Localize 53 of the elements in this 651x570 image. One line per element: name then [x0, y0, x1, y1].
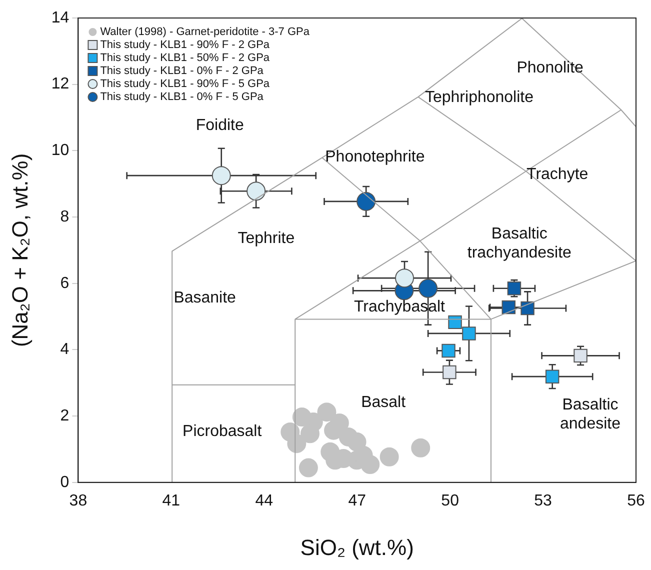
annotation: Phonolite	[516, 60, 584, 77]
annotation: Basaltic andesite	[560, 396, 621, 433]
legend-label: Walter (1998) - Garnet-peridotite - 3-7 GPa	[100, 26, 310, 38]
annotation: Phonotephrite	[325, 148, 425, 166]
point	[418, 278, 438, 298]
x-tick-label: 53	[534, 492, 552, 510]
point	[395, 268, 414, 288]
x-tick-label: 47	[348, 492, 366, 510]
legend-label: This study - KLB1 - 90% F - 5 GPa	[100, 78, 270, 90]
x-tick-label: 41	[162, 492, 180, 510]
point	[212, 166, 231, 186]
point	[411, 438, 430, 458]
y-tick-label: 6	[60, 274, 70, 292]
point	[507, 281, 522, 296]
annotation: Foidite	[196, 117, 244, 134]
point	[574, 348, 588, 363]
point	[317, 402, 336, 422]
annotation: Basalt	[361, 394, 406, 411]
point	[442, 365, 456, 380]
x-tick-label: 44	[255, 492, 274, 510]
annotation: Picrobasalt	[182, 423, 262, 440]
point	[246, 182, 266, 201]
legend-label: This study - KLB1 - 0% F - 5 GPa	[100, 91, 264, 104]
point	[356, 192, 376, 211]
point	[442, 344, 456, 358]
x-tick-label: 38	[69, 492, 88, 510]
x-tick-label: 50	[441, 492, 460, 510]
y-tick-label: 0	[60, 474, 70, 491]
y-tick-label: 14	[51, 9, 70, 26]
point	[462, 326, 476, 340]
legend-label: This study - KLB1 - 50% F - 2 GPa	[100, 52, 270, 64]
point	[298, 458, 318, 478]
y-tick-label: 12	[51, 76, 70, 93]
point	[300, 424, 320, 444]
y-tick-label: 8	[60, 208, 70, 226]
legend-label: This study - KLB1 - 90% F - 2 GPa	[100, 39, 270, 52]
point	[520, 301, 534, 316]
annotation: Basanite	[174, 289, 236, 306]
point	[545, 370, 560, 384]
annotation: Trachyte	[526, 166, 588, 183]
x-axis-title: SiO₂ (wt.%)	[300, 534, 414, 560]
y-axis-title: (Na₂O + K₂O, wt.%)	[7, 153, 32, 348]
y-tick-label: 10	[51, 142, 70, 160]
annotation: Tephrite	[238, 230, 295, 247]
point	[360, 454, 380, 474]
point	[380, 447, 399, 466]
y-tick-label: 2	[60, 407, 70, 424]
x-tick-label: 56	[627, 492, 645, 510]
annotation: Basaltic trachyandesite	[467, 226, 572, 262]
annotation: Tephriphonolite	[424, 88, 534, 106]
point	[502, 300, 516, 314]
legend-label: This study - KLB1 - 0% F - 2 GPa	[100, 65, 264, 78]
y-tick-label: 4	[60, 341, 70, 358]
